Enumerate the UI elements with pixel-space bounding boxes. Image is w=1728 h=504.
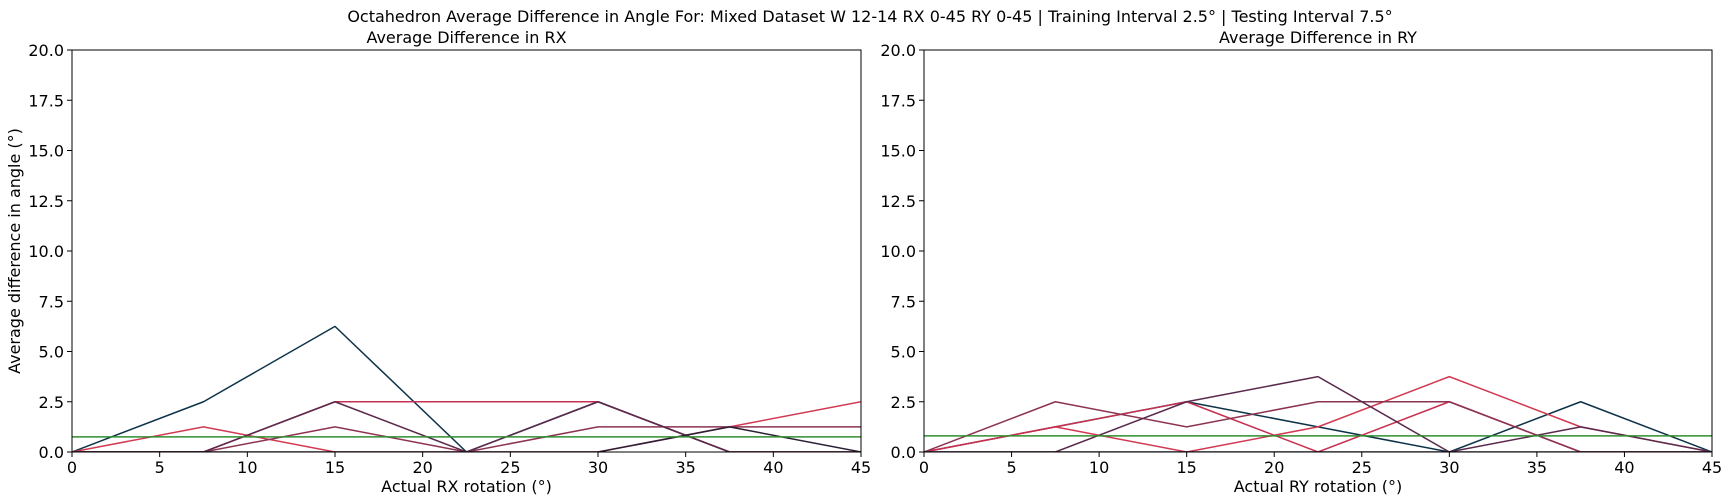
y-tick-label: 2.5 [39, 393, 64, 412]
series-group [924, 375, 1712, 452]
y-tick-label: 0.0 [891, 443, 916, 462]
y-tick-label: 2.5 [891, 393, 916, 412]
y-tick-label: 7.5 [891, 292, 916, 311]
y-tick-label: 20.0 [880, 41, 916, 60]
y-axis-label: Average difference in angle (°) [5, 128, 24, 374]
series-line-3 [924, 401, 1712, 452]
rx-panel: 0 5 10 15 20 25 30 35 40 45 0.0 2.5 5.0 7.5 10.0 12.5 15… [5, 28, 871, 496]
series-line-2 [924, 401, 1712, 452]
x-tick-label: 20 [412, 458, 432, 477]
x-tick-label: 45 [851, 458, 871, 477]
x-tick-label: 5 [155, 458, 165, 477]
x-tick-label: 0 [67, 458, 77, 477]
x-tick-label: 15 [325, 458, 345, 477]
x-tick-label: 15 [1176, 458, 1196, 477]
x-axis-label: Actual RX rotation (°) [381, 477, 552, 496]
axes-frame [923, 49, 1713, 453]
y-tick-label: 17.5 [880, 91, 916, 110]
figure-suptitle: Octahedron Average Difference in Angle F… [347, 7, 1392, 26]
x-tick-label: 30 [588, 458, 608, 477]
series-group [72, 325, 861, 452]
y-tick-label: 0.0 [39, 443, 64, 462]
y-tick-label: 17.5 [28, 91, 64, 110]
x-tick-label: 0 [919, 458, 929, 477]
x-axis-label: Actual RY rotation (°) [1234, 477, 1402, 496]
x-tick-label: 35 [675, 458, 695, 477]
y-tick-label: 15.0 [880, 142, 916, 161]
y-tick-label: 12.5 [28, 192, 64, 211]
x-tick-label: 25 [1352, 458, 1372, 477]
x-tick-label: 40 [1614, 458, 1634, 477]
y-tick-label: 10.0 [28, 242, 64, 261]
x-tick-label: 5 [1006, 458, 1016, 477]
ry-panel: 0 5 10 15 20 25 30 35 40 45 0.0 2.5 5.0 7.5 10.0 12.5 15… [880, 28, 1722, 496]
x-tick-label: 45 [1702, 458, 1722, 477]
series-line-1 [924, 375, 1712, 452]
y-tick-label: 20.0 [28, 41, 64, 60]
axes-frame [71, 49, 862, 453]
x-tick-label: 20 [1264, 458, 1284, 477]
panel-title: Average Difference in RX [366, 28, 566, 47]
x-tick-label: 40 [763, 458, 783, 477]
series-line-3 [72, 426, 861, 452]
x-tick-label: 10 [1089, 458, 1109, 477]
series-line-4 [924, 375, 1712, 452]
series-line-5 [72, 426, 861, 452]
series-line-2 [72, 401, 861, 452]
y-tick-label: 5.0 [891, 343, 916, 362]
panel-title: Average Difference in RY [1219, 28, 1417, 47]
y-tick-label: 12.5 [880, 192, 916, 211]
y-tick-label: 5.0 [39, 343, 64, 362]
x-tick-label: 35 [1527, 458, 1547, 477]
series-line-0 [72, 325, 861, 452]
x-tick-label: 30 [1439, 458, 1459, 477]
x-tick-label: 25 [500, 458, 520, 477]
y-tick-label: 7.5 [39, 292, 64, 311]
x-tick-label: 10 [237, 458, 257, 477]
y-tick-label: 15.0 [28, 142, 64, 161]
y-tick-label: 10.0 [880, 242, 916, 261]
